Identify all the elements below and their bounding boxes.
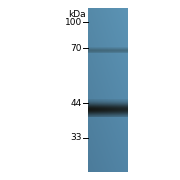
Text: 70: 70 [71, 44, 82, 53]
Text: 100: 100 [65, 17, 82, 26]
Text: 33: 33 [71, 134, 82, 143]
Text: kDa: kDa [68, 10, 86, 19]
Text: 44: 44 [71, 98, 82, 107]
